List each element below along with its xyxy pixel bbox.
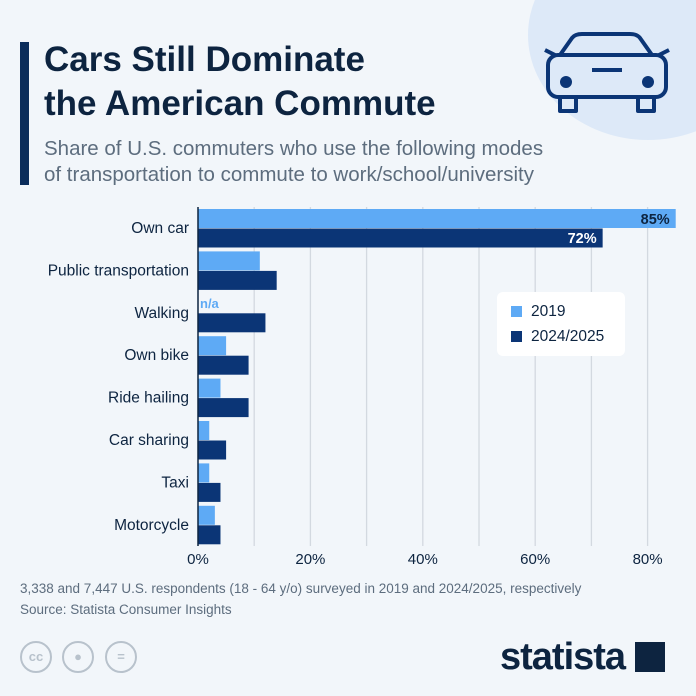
bar-2024/2025 xyxy=(198,313,266,333)
title-line-1: Cars Still Dominate xyxy=(44,40,365,79)
category-label: Motorcycle xyxy=(114,517,189,534)
statista-logo: statista xyxy=(500,636,665,679)
respondents-note: 3,338 and 7,447 U.S. respondents (18 - 6… xyxy=(20,581,582,596)
bar-2024/2025 xyxy=(198,228,603,248)
category-label: Taxi xyxy=(161,474,189,491)
category-label: Car sharing xyxy=(109,432,189,449)
title-line-2: the American Commute xyxy=(44,84,436,123)
bar-2024/2025 xyxy=(198,525,221,545)
bar-2019 xyxy=(198,505,215,525)
bar-2019 xyxy=(198,378,221,398)
page-title: Cars Still Dominate the American Commute xyxy=(44,38,436,126)
subtitle-line-2: of transportation to commute to work/sch… xyxy=(44,163,534,186)
data-label: 85% xyxy=(641,212,670,228)
legend-item-2024: 2024/2025 xyxy=(511,328,604,346)
x-tick-label: 60% xyxy=(520,551,550,568)
bar-2019 xyxy=(198,209,676,228)
category-label: Public transportation xyxy=(48,262,189,279)
title-accent-bar xyxy=(20,42,29,185)
bar-2024/2025 xyxy=(198,355,249,375)
bar-2019 xyxy=(198,421,210,440)
x-tick-label: 0% xyxy=(187,551,209,568)
category-label: Ride hailing xyxy=(108,390,189,407)
subtitle: Share of U.S. commuters who use the foll… xyxy=(44,136,543,188)
bar-2024/2025 xyxy=(198,482,221,502)
no-derivatives-icon: = xyxy=(105,641,137,673)
legend-item-2019: 2019 xyxy=(511,303,565,321)
bar-2019 xyxy=(198,463,210,483)
x-tick-label: 40% xyxy=(408,551,438,568)
subtitle-line-1: Share of U.S. commuters who use the foll… xyxy=(44,137,544,160)
x-tick-label: 20% xyxy=(295,551,325,568)
category-label: Own bike xyxy=(124,347,189,364)
attribution-icon: ● xyxy=(62,641,94,673)
category-label: Own car xyxy=(131,220,189,237)
category-label: Walking xyxy=(134,305,189,322)
x-tick-label: 80% xyxy=(633,551,663,568)
data-label: 72% xyxy=(568,231,597,247)
cc-icon: cc xyxy=(20,641,52,673)
na-label: n/a xyxy=(200,296,220,311)
bar-2024/2025 xyxy=(198,270,277,290)
legend: 2019 2024/2025 xyxy=(497,292,625,356)
bar-2019 xyxy=(198,251,260,271)
bar-2024/2025 xyxy=(198,440,227,460)
bar-2019 xyxy=(198,336,227,356)
source-note: Source: Statista Consumer Insights xyxy=(20,602,232,617)
bar-2024/2025 xyxy=(198,398,249,418)
